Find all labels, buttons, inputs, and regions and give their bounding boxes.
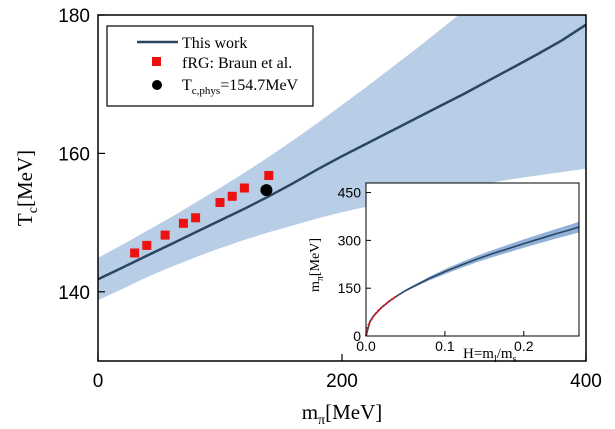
y-tick-label: 140: [58, 283, 90, 304]
legend-box: [106, 25, 314, 107]
main-line-this-work: [98, 23, 586, 281]
frg-point-square: [227, 191, 237, 201]
main-y-ticks: 140 160 180: [58, 6, 105, 304]
legend-dot-swatch: [152, 80, 162, 90]
legend-label-this-work: This work: [182, 35, 247, 52]
inset-x-tick-label: 0.0: [356, 338, 376, 354]
x-tick-label: 200: [326, 371, 358, 392]
inset-x-axis-label: H=ml/ms: [463, 346, 517, 365]
inset-plot: 0.0 0.1 0.2 0 150 300 450: [338, 182, 580, 354]
inset-y-axis-label: mπ[MeV]: [308, 238, 326, 292]
inset-y-tick-label: 150: [338, 280, 362, 296]
main-x-axis-label: mπ[MeV]: [302, 400, 383, 428]
main-y-axis-label: Tc[MeV]: [13, 150, 41, 226]
inset-y-ticks: 0 150 300 450: [338, 185, 371, 344]
frg-point-square: [264, 171, 274, 180]
y-tick-label: 160: [58, 144, 90, 165]
frg-point-square: [178, 218, 188, 228]
inset-red-curve: [365, 294, 399, 337]
frg-point-square: [160, 230, 170, 240]
frg-point-square: [191, 213, 201, 223]
inset-x-tick-label: 0.2: [514, 338, 534, 354]
inset-frame: [365, 182, 580, 337]
inset-x-tick-label: 0.1: [435, 338, 455, 354]
inset-x-ticks: 0.0 0.1 0.2: [356, 331, 534, 354]
frg-points: [130, 171, 274, 258]
x-tick-label: 400: [570, 371, 602, 392]
legend-label-frg: fRG: Braun et al.: [182, 55, 292, 72]
frg-point-square: [142, 240, 152, 250]
frg-point-square: [130, 248, 140, 258]
inset-y-tick-label: 450: [338, 185, 362, 201]
main-x-ticks: 0 200 400: [93, 354, 602, 392]
x-tick-label: 0: [93, 371, 104, 392]
frg-point-square: [215, 198, 225, 207]
inset-y-tick-label: 300: [338, 232, 362, 248]
inset-line: [366, 226, 579, 336]
legend-label-tc-phys: Tc,phys=154.7MeV: [182, 77, 299, 97]
legend: This work fRG: Braun et al. Tc,phys=154.…: [106, 25, 314, 107]
main-plot: 0 200 400 140 160 180: [58, 6, 602, 392]
legend-square-swatch: [152, 57, 161, 66]
inset-y-tick-label: 0: [353, 328, 361, 344]
frg-point-square: [239, 183, 249, 193]
y-tick-label: 180: [58, 6, 90, 27]
tc-phys-point: [260, 184, 273, 197]
